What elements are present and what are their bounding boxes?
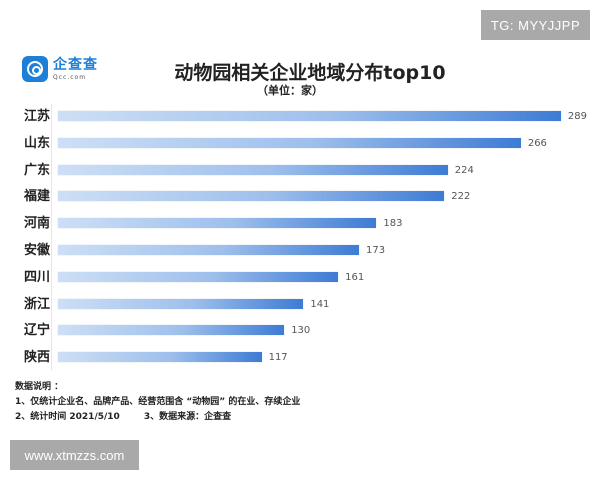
bar xyxy=(58,271,339,282)
category-label: 浙江 xyxy=(23,296,50,312)
bar xyxy=(58,245,360,255)
category-label: 四川 xyxy=(23,269,50,285)
value-label: 183 xyxy=(383,218,403,230)
logo-name-en: Qcc.com xyxy=(53,73,87,81)
chart-subtitle: （单位：家） xyxy=(257,84,323,97)
qcc-logo-icon xyxy=(22,56,48,82)
bar xyxy=(58,137,521,148)
value-label: 161 xyxy=(345,271,365,283)
qcc-logo: 企查查 Qcc.com xyxy=(22,56,98,82)
bar-row: 福建 222 xyxy=(0,183,600,210)
value-label: 266 xyxy=(527,137,547,149)
bar xyxy=(58,298,304,309)
value-label: 289 xyxy=(567,111,587,122)
bar-row: 四川 161 xyxy=(0,264,600,291)
notes-heading: 数据说明 ： xyxy=(15,382,64,392)
data-notes: 数据说明 ： 1、仅统计企业名、品牌产品、经营范围含 “动物园” 的在业、存续企… xyxy=(15,380,300,425)
bar-row: 山东 266 xyxy=(0,130,600,157)
notes-source: 3、数据来源：企查查 xyxy=(143,412,232,422)
bar xyxy=(58,111,561,121)
category-label: 福建 xyxy=(23,189,50,205)
category-label: 江苏 xyxy=(23,109,50,124)
notes-stat-time: 2、统计时间 2021/5/10 xyxy=(15,412,120,422)
value-label: 173 xyxy=(366,245,386,256)
bar-row: 安徽 173 xyxy=(0,237,600,264)
category-label: 山东 xyxy=(23,135,50,151)
bar-row: 江苏 289 xyxy=(0,103,600,130)
bar xyxy=(58,352,262,363)
bar-row: 广东 224 xyxy=(0,157,600,184)
notes-line-2: 2、统计时间 2021/5/10 3、数据来源：企查查 xyxy=(15,410,300,425)
value-label: 130 xyxy=(291,325,311,337)
category-label: 辽宁 xyxy=(23,323,50,339)
bar-row: 浙江 141 xyxy=(0,291,600,318)
y-axis-line xyxy=(51,104,52,370)
category-label: 河南 xyxy=(23,216,50,232)
bar xyxy=(58,325,285,336)
watermark-tg: TG: MYYJJPP xyxy=(481,10,590,40)
watermark-site: www.xtmzzs.com xyxy=(10,440,139,470)
value-label: 224 xyxy=(454,164,474,176)
bar-row: 河南 183 xyxy=(0,210,600,237)
category-label: 陕西 xyxy=(23,350,50,366)
chart-title: 动物园相关企业地域分布top10 xyxy=(174,62,446,84)
logo-name-cn: 企查查 xyxy=(53,56,98,73)
value-label: 117 xyxy=(268,352,288,364)
value-label: 222 xyxy=(451,191,471,203)
bar xyxy=(58,191,445,202)
bar xyxy=(58,218,377,229)
category-label: 广东 xyxy=(23,162,50,178)
bar xyxy=(58,164,448,175)
bar-row: 辽宁 130 xyxy=(0,317,600,344)
notes-line-1: 1、仅统计企业名、品牌产品、经营范围含 “动物园” 的在业、存续企业 xyxy=(15,397,301,407)
category-label: 安徽 xyxy=(23,243,50,258)
value-label: 141 xyxy=(310,298,330,310)
bar-row: 陕西 117 xyxy=(0,344,600,371)
